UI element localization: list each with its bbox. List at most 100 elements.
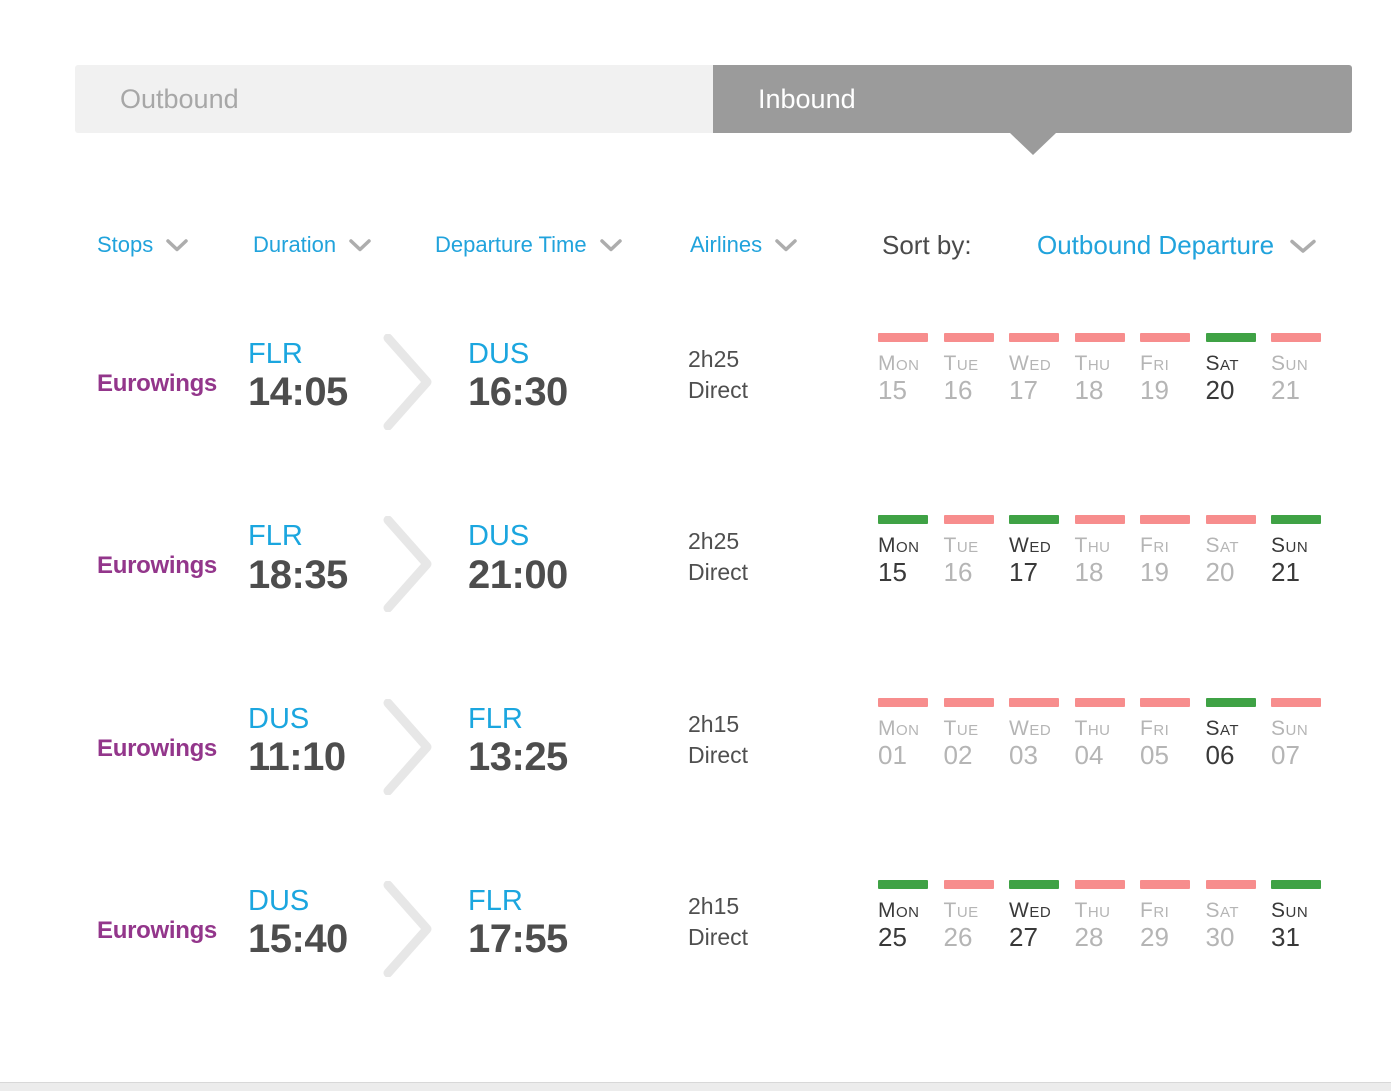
filter-stops-label: Stops (97, 232, 154, 257)
flight-stops: Direct (688, 559, 749, 586)
route-arrow-icon (383, 333, 435, 435)
day-cell[interactable]: Mon 01 (878, 697, 944, 770)
duration-block: 2h15 Direct (688, 709, 748, 771)
eurowings-wing-icon (192, 894, 234, 931)
flight-list: Eurowings FLR 14:05 DUS 16:30 2h25 Direc… (0, 330, 1391, 1059)
destination-segment: FLR 17:55 (468, 885, 568, 960)
availability-bar (1140, 697, 1190, 707)
chevron-down-icon (349, 232, 371, 258)
next-section-edge (0, 1082, 1391, 1091)
airline-name: Eurowings (97, 916, 217, 944)
day-cell[interactable]: Mon 15 (878, 333, 944, 405)
day-cell[interactable]: Sat 20 (1205, 333, 1272, 406)
day-cell[interactable]: Wed 27 (1009, 879, 1075, 952)
departure-time: 15:40 (248, 917, 348, 962)
origin-segment: DUS 11:10 (248, 703, 346, 778)
week-calendar: Mon 25 Tue 26 Wed 27 Thu 28 Fri 29 Sat 3… (878, 879, 1337, 953)
sort-by-dropdown[interactable]: Outbound Departure (1037, 230, 1316, 261)
day-cell[interactable]: Tue 16 (943, 515, 1010, 588)
day-number: 15 (878, 557, 907, 588)
day-cell[interactable]: Sat 06 (1205, 697, 1272, 770)
day-name: Tue (943, 352, 979, 375)
filter-departure-time[interactable]: Departure Time (435, 232, 622, 258)
availability-bar (1205, 697, 1256, 707)
day-cell[interactable]: Thu 18 (1074, 515, 1141, 587)
day-cell[interactable]: Sun 21 (1271, 333, 1337, 405)
day-cell[interactable]: Thu 04 (1074, 697, 1141, 770)
chevron-down-icon (599, 232, 622, 258)
day-number: 30 (1205, 922, 1235, 953)
day-cell[interactable]: Wed 03 (1009, 697, 1075, 770)
filter-duration[interactable]: Duration (253, 232, 371, 258)
day-cell[interactable]: Sun 31 (1271, 879, 1337, 953)
day-number: 19 (1140, 375, 1169, 406)
sort-by-label: Sort by: (882, 230, 972, 260)
day-cell[interactable]: Mon 25 (878, 879, 944, 953)
day-cell[interactable]: Sat 20 (1205, 515, 1272, 588)
day-number: 31 (1271, 922, 1300, 953)
flight-row: Eurowings FLR 14:05 DUS 16:30 2h25 Direc… (0, 330, 1391, 512)
tab-inbound[interactable]: Inbound (713, 65, 1352, 133)
airline-name: Eurowings (97, 552, 217, 580)
day-name: Fri (1140, 898, 1170, 922)
day-number: 16 (943, 375, 973, 406)
week-calendar: Mon 01 Tue 02 Wed 03 Thu 04 Fri 05 Sat 0… (878, 697, 1337, 770)
day-cell[interactable]: Tue 26 (943, 879, 1010, 952)
availability-bar (878, 333, 928, 342)
day-cell[interactable]: Mon 15 (878, 515, 944, 587)
day-name: Sat (1205, 534, 1240, 558)
eurowings-logo: Eurowings (97, 899, 232, 951)
duration-block: 2h25 Direct (688, 344, 748, 406)
day-cell[interactable]: Fri 05 (1140, 697, 1206, 770)
day-cell[interactable]: Sun 21 (1271, 515, 1337, 587)
day-cell[interactable]: Tue 16 (943, 333, 1010, 406)
eurowings-logo: Eurowings (97, 717, 232, 769)
day-name: Mon (878, 716, 920, 740)
day-name: Tue (943, 534, 979, 558)
day-name: Sun (1271, 898, 1309, 922)
eurowings-wing-icon (192, 712, 234, 749)
day-name: Sun (1271, 352, 1309, 375)
destination-segment: DUS 16:30 (468, 338, 568, 413)
day-name: Thu (1074, 716, 1111, 740)
availability-bar (1074, 515, 1125, 525)
day-cell[interactable]: Tue 02 (943, 697, 1010, 770)
day-number: 20 (1205, 375, 1235, 406)
route-arrow-icon (383, 698, 435, 800)
day-name: Tue (943, 898, 979, 922)
flight-duration: 2h25 (688, 346, 740, 372)
day-cell[interactable]: Wed 17 (1009, 333, 1075, 405)
day-cell[interactable]: Thu 28 (1074, 879, 1141, 952)
day-cell[interactable]: Wed 17 (1009, 515, 1075, 587)
flight-stops: Direct (688, 377, 749, 403)
day-cell[interactable]: Sat 30 (1205, 879, 1272, 953)
day-cell[interactable]: Fri 29 (1140, 879, 1206, 952)
origin-code: DUS (248, 884, 310, 917)
origin-code: FLR (248, 338, 303, 370)
availability-bar (1271, 697, 1321, 707)
chevron-down-icon (1290, 230, 1316, 261)
day-number: 02 (943, 739, 973, 770)
eurowings-wing-icon (192, 348, 234, 385)
filter-stops[interactable]: Stops (97, 232, 189, 258)
day-number: 16 (943, 557, 973, 588)
day-number: 25 (878, 922, 907, 953)
day-number: 20 (1205, 557, 1235, 588)
tab-outbound[interactable]: Outbound (75, 65, 713, 133)
filter-airlines[interactable]: Airlines (690, 232, 797, 258)
flight-stops: Direct (688, 741, 749, 768)
day-number: 06 (1205, 739, 1235, 770)
flight-row: Eurowings DUS 15:40 FLR 17:55 2h15 Direc… (0, 877, 1391, 1059)
flight-duration: 2h25 (688, 528, 740, 555)
availability-bar (1140, 515, 1190, 525)
availability-bar (1205, 515, 1256, 525)
day-cell[interactable]: Fri 19 (1140, 515, 1206, 587)
week-calendar: Mon 15 Tue 16 Wed 17 Thu 18 Fri 19 Sat 2… (878, 333, 1337, 405)
day-number: 01 (878, 739, 907, 770)
day-cell[interactable]: Thu 18 (1074, 333, 1141, 405)
day-cell[interactable]: Sun 07 (1271, 697, 1337, 770)
availability-bar (1271, 333, 1321, 342)
direction-tabs: Outbound Inbound (75, 65, 1352, 133)
day-cell[interactable]: Fri 19 (1140, 333, 1206, 405)
availability-bar (1009, 697, 1059, 707)
